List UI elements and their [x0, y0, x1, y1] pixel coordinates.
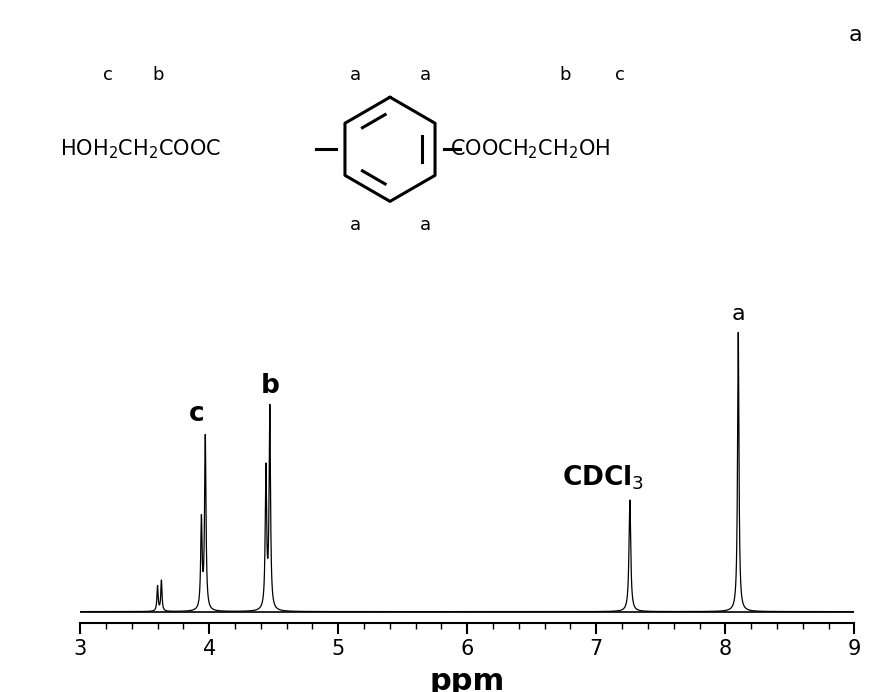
Text: a: a: [419, 66, 431, 84]
Text: a: a: [732, 304, 745, 324]
X-axis label: ppm: ppm: [430, 667, 505, 692]
Text: CDCl$_3$: CDCl$_3$: [562, 463, 643, 491]
Text: c: c: [103, 66, 113, 84]
Text: b: b: [152, 66, 164, 84]
Text: a: a: [848, 25, 862, 45]
Text: a: a: [350, 66, 360, 84]
Text: HOH$_2$CH$_2$COOC: HOH$_2$CH$_2$COOC: [60, 138, 221, 161]
Text: b: b: [559, 66, 570, 84]
Text: COOCH$_2$CH$_2$OH: COOCH$_2$CH$_2$OH: [450, 138, 611, 161]
Text: a: a: [350, 217, 360, 235]
Text: a: a: [419, 217, 431, 235]
Text: b: b: [261, 374, 279, 399]
Text: c: c: [189, 401, 204, 428]
Text: c: c: [615, 66, 625, 84]
